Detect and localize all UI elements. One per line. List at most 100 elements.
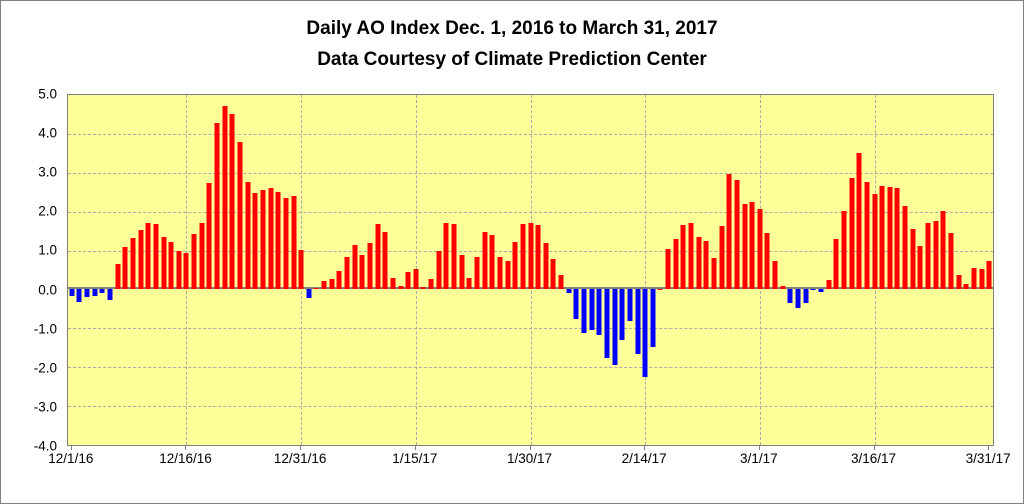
bar <box>948 233 954 290</box>
bar <box>726 173 732 290</box>
y-axis-label: -2.0 <box>33 360 57 376</box>
bar <box>375 224 381 290</box>
x-axis-tick <box>300 446 302 450</box>
bar <box>183 252 189 290</box>
bar <box>535 224 541 290</box>
bar <box>566 289 572 293</box>
x-axis-label: 12/1/16 <box>48 451 94 466</box>
bar <box>833 239 839 290</box>
y-axis-label: 0.0 <box>38 282 57 298</box>
bar <box>826 280 832 290</box>
bar <box>459 255 465 290</box>
bar <box>933 220 939 290</box>
x-axis-label: 12/16/16 <box>159 451 212 466</box>
bar <box>436 250 442 290</box>
bar <box>398 286 404 290</box>
bar <box>329 278 335 290</box>
bar <box>596 289 602 335</box>
chart-titles: Daily AO Index Dec. 1, 2016 to March 31,… <box>1 13 1023 75</box>
bar <box>268 187 274 290</box>
bar <box>627 289 633 322</box>
bar <box>352 244 358 290</box>
x-axis-label: 1/15/17 <box>392 451 438 466</box>
bar <box>688 223 694 290</box>
bar <box>390 277 396 290</box>
bar <box>306 289 312 298</box>
bar <box>206 182 212 290</box>
bar <box>673 239 679 290</box>
bar <box>138 230 144 290</box>
bar <box>841 211 847 290</box>
bar <box>443 223 449 290</box>
bar <box>764 232 770 290</box>
bar <box>252 193 258 290</box>
bar <box>283 198 289 290</box>
bar <box>925 223 931 290</box>
bar <box>260 189 266 290</box>
x-axis-label: 2/14/17 <box>621 451 667 466</box>
x-axis-label: 3/16/17 <box>850 451 897 466</box>
bar <box>703 240 709 290</box>
bar <box>428 278 434 290</box>
bar <box>321 280 327 290</box>
x-axis-label: 12/31/16 <box>273 451 327 466</box>
bar <box>451 224 457 290</box>
bar <box>550 258 556 290</box>
y-axis-label: 2.0 <box>38 203 57 219</box>
bar <box>902 205 908 290</box>
bar <box>986 261 992 290</box>
x-axis-tick <box>988 446 990 450</box>
bar <box>917 245 923 290</box>
bar <box>719 226 725 290</box>
x-axis-tick <box>644 446 646 450</box>
bar <box>680 224 686 290</box>
bar <box>619 289 625 340</box>
y-axis-label: -4.0 <box>33 438 57 454</box>
bar <box>963 284 969 290</box>
bar <box>512 242 518 290</box>
bar <box>894 188 900 290</box>
bar <box>581 289 587 333</box>
x-axis-tick <box>873 446 875 450</box>
bar <box>505 260 511 290</box>
bar <box>810 289 816 291</box>
bar <box>497 257 503 290</box>
bar <box>803 289 809 304</box>
bar <box>482 232 488 290</box>
x-axis-label: 3/31/17 <box>965 451 1011 466</box>
bar <box>76 289 82 302</box>
x-axis-tick <box>70 446 72 450</box>
bar <box>589 289 595 331</box>
y-axis-label: -3.0 <box>33 399 57 415</box>
bar <box>742 204 748 290</box>
bar <box>313 288 319 290</box>
bar <box>382 231 388 290</box>
x-axis-tick <box>529 446 531 450</box>
x-axis: 12/1/16 12/16/16 12/31/16 1/15/17 1/30/17 2/1… <box>48 451 1010 471</box>
v-gridline <box>645 95 647 445</box>
bar <box>818 289 824 292</box>
y-axis-label: 1.0 <box>38 242 57 258</box>
bar <box>749 201 755 290</box>
chart-subtitle: Data Courtesy of Climate Prediction Cent… <box>317 49 707 70</box>
bar <box>558 274 564 290</box>
bar <box>229 114 235 290</box>
bar <box>864 181 870 290</box>
bar <box>971 268 977 290</box>
bar <box>604 289 610 359</box>
bar <box>122 246 128 290</box>
bar <box>291 195 297 290</box>
bar <box>115 264 121 290</box>
bar <box>489 235 495 290</box>
bar <box>887 186 893 290</box>
chart-title: Daily AO Index Dec. 1, 2016 to March 31,… <box>306 18 718 39</box>
y-axis-label: 5.0 <box>38 86 57 102</box>
bar <box>696 236 702 290</box>
bar <box>657 288 663 290</box>
bar <box>787 289 793 303</box>
bar <box>92 289 98 297</box>
bar <box>245 181 251 290</box>
y-axis-label: 3.0 <box>38 164 57 180</box>
bar <box>275 191 281 290</box>
